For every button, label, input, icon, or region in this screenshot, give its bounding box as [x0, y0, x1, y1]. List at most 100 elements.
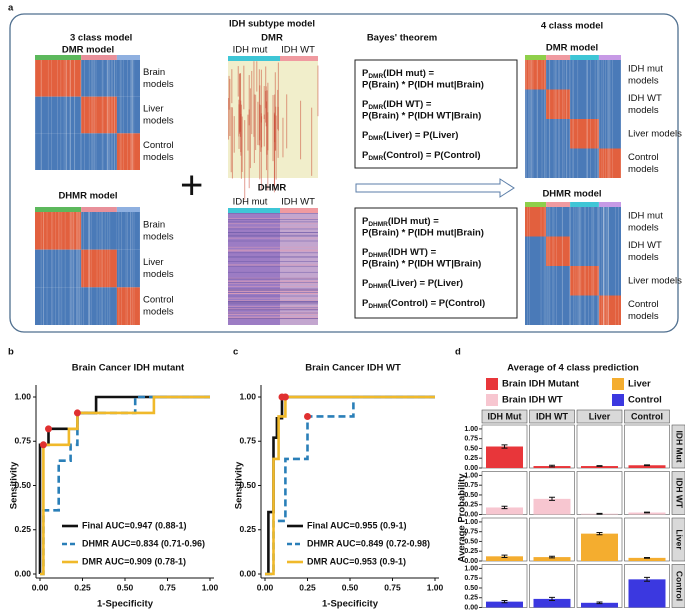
- heatmap-streak: [107, 212, 109, 325]
- heatmap-streak: [540, 207, 542, 325]
- heatmap-streak: [228, 297, 318, 299]
- heatmap-block: [228, 213, 280, 325]
- legend-label: Final AUC=0.947 (0.88-1): [82, 520, 186, 530]
- row-label: IDH mut: [628, 210, 663, 221]
- heatmap-streak: [76, 212, 77, 325]
- heatmap-streak: [228, 232, 318, 234]
- heatmap-streak: [572, 60, 574, 178]
- heatmap-streak: [228, 250, 318, 251]
- y-tick-label: 0.50: [464, 492, 478, 499]
- heatmap-block: [525, 89, 547, 119]
- heatmap-streak: [228, 228, 318, 230]
- heatmap-streak: [125, 212, 127, 325]
- heatmap-streak: [530, 60, 531, 178]
- heatmap-streak: [228, 313, 318, 315]
- heatmap-streak: [248, 75, 250, 126]
- row-label: Liver: [143, 104, 164, 115]
- heatmap-streak: [228, 300, 318, 301]
- heatmap-streak: [66, 60, 68, 170]
- y-axis-label: Sensitivity: [9, 461, 20, 509]
- heatmap-streak: [130, 60, 132, 170]
- heatmap-streak: [300, 100, 302, 160]
- heatmap-block: [81, 96, 117, 134]
- heatmap-streak: [122, 60, 124, 170]
- heatmap-streak: [228, 308, 318, 310]
- heatmap-streak: [127, 60, 128, 170]
- formula-subscript: DMR: [368, 104, 383, 111]
- facet-column-label: IDH Mut: [488, 411, 522, 421]
- heatmap-streak: [228, 246, 318, 248]
- panel-label: a: [8, 3, 14, 14]
- heatmap-streak: [91, 60, 93, 170]
- bar: [581, 466, 618, 468]
- heatmap-streak: [579, 207, 581, 325]
- heatmap-streak: [608, 207, 610, 325]
- heatmap-block: [570, 207, 599, 237]
- error-bar: [644, 464, 650, 467]
- threshold-point: [281, 393, 289, 401]
- threshold-point: [304, 412, 311, 420]
- row-label: Control: [143, 140, 174, 151]
- heatmap-streak: [257, 101, 259, 146]
- heatmap-streak: [603, 207, 604, 325]
- heatmap-streak: [552, 207, 554, 325]
- y-tick-label: 0.75: [14, 436, 31, 446]
- heatmap-streak: [57, 60, 58, 170]
- row-label: models: [628, 105, 659, 116]
- heatmap-block: [546, 295, 571, 325]
- heatmap-title: DHMR: [258, 183, 287, 194]
- bar: [628, 512, 666, 515]
- heatmap-block: [35, 133, 82, 170]
- bar: [581, 533, 618, 561]
- heatmap-streak: [537, 60, 538, 178]
- heatmap-streak: [259, 85, 261, 141]
- heatmap-streak: [104, 212, 106, 325]
- formula-subscript: DHMR: [368, 283, 388, 290]
- bar: [533, 557, 571, 561]
- formula-body: P(Brain) * P(IDH WT|Brain): [362, 259, 481, 270]
- heatmap-streak: [598, 207, 599, 325]
- heatmap-streak: [608, 60, 610, 178]
- heatmap-streak: [130, 60, 132, 170]
- heatmap-streak: [107, 60, 109, 170]
- heatmap-streak: [132, 212, 133, 325]
- heatmap-streak: [89, 212, 90, 325]
- heatmap-streak: [585, 207, 587, 325]
- heatmap-block: [116, 249, 140, 288]
- formula-symbol: P: [362, 99, 369, 110]
- panel-a-frame: [9, 13, 679, 333]
- heatmap-streak: [228, 288, 318, 290]
- threshold-point: [39, 441, 47, 449]
- heatmap-streak: [569, 207, 570, 325]
- heatmap-streak: [58, 212, 59, 325]
- row-label: models: [628, 311, 659, 322]
- threshold-point: [45, 425, 52, 433]
- heatmap-streak: [574, 207, 576, 325]
- heatmap-streak: [541, 60, 543, 178]
- y-tick-label: 1.00: [239, 391, 256, 401]
- heatmap-streak: [228, 261, 318, 262]
- heatmap-block: [546, 148, 571, 178]
- heatmap-streak: [228, 240, 318, 242]
- heatmap-streak: [561, 207, 563, 325]
- group-bar: [570, 55, 599, 60]
- roc-line: [40, 395, 210, 576]
- y-tick-label: 0.00: [239, 568, 256, 578]
- y-tick-label: 1.00: [464, 519, 478, 526]
- heatmap-streak: [93, 60, 95, 170]
- heatmap-streak: [65, 60, 67, 170]
- legend-label: Liver: [628, 379, 651, 390]
- heatmap-streak: [43, 212, 44, 325]
- facet-panel: [624, 471, 670, 515]
- heatmap-streak: [601, 207, 603, 325]
- heatmap-streak: [604, 207, 606, 325]
- row-label: Brain: [143, 219, 165, 230]
- heatmap-streak: [548, 207, 550, 325]
- heatmap-streak: [40, 212, 42, 325]
- formula-head: (Control) = P(Control): [383, 150, 480, 161]
- group-label: IDH mut: [233, 45, 268, 56]
- heatmap-streak: [247, 114, 249, 151]
- heatmap-streak: [555, 60, 557, 178]
- model-title: 3 class model: [70, 33, 132, 44]
- heatmap-streak: [607, 60, 609, 178]
